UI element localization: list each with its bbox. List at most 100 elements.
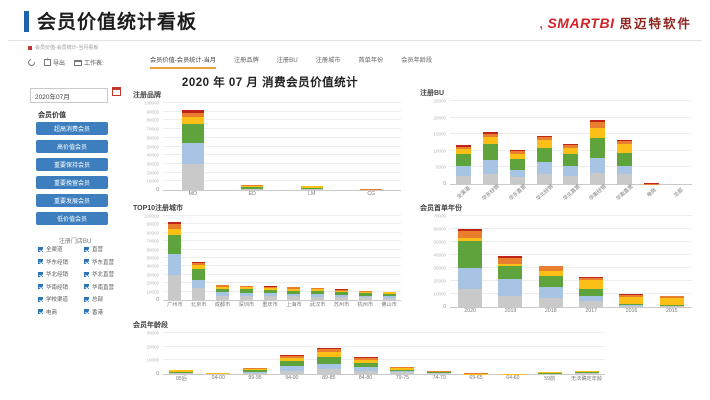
stacked-bar-05后[interactable] bbox=[169, 369, 194, 374]
gridline bbox=[450, 280, 692, 281]
stacked-bar-2020[interactable] bbox=[458, 228, 483, 307]
tab-0[interactable]: 会员价值-会员统计-当月 bbox=[150, 55, 216, 69]
tab-1[interactable]: 注册品牌 bbox=[234, 57, 259, 64]
stacked-bar-99-95[interactable] bbox=[243, 367, 268, 374]
tab-5[interactable]: 会员年龄段 bbox=[401, 57, 433, 64]
bar-segment bbox=[243, 372, 268, 374]
stacked-bar-杭州市[interactable] bbox=[358, 290, 372, 300]
stacked-bar-无法确定年龄[interactable] bbox=[574, 370, 599, 374]
bar-segment bbox=[316, 352, 341, 357]
gridline bbox=[163, 128, 401, 130]
stacked-bar-广州市[interactable] bbox=[168, 221, 182, 300]
bu-checkbox-1[interactable]: 直营 bbox=[84, 245, 130, 253]
member-value-button-5[interactable]: 低价值会员 bbox=[36, 212, 108, 225]
x-axis-label: 04-00 bbox=[211, 375, 225, 381]
checkbox-checked-icon bbox=[38, 271, 43, 277]
bar-segment bbox=[192, 262, 206, 266]
member-value-button-0[interactable]: 超高消费会员 bbox=[36, 122, 108, 135]
bar-segment bbox=[353, 357, 378, 360]
stacked-bar-北京市[interactable] bbox=[192, 261, 206, 300]
stacked-bar-上海市[interactable] bbox=[287, 286, 301, 300]
stacked-bar-CG[interactable] bbox=[360, 189, 383, 190]
bu-checkbox-11[interactable]: 香港 bbox=[84, 308, 130, 316]
y-axis-tick: 25000 bbox=[433, 98, 446, 104]
bar-segment bbox=[458, 238, 483, 241]
bu-checkbox-8[interactable]: 学校渠道 bbox=[38, 295, 84, 303]
bu-checkbox-6[interactable]: 华南经销 bbox=[38, 283, 84, 291]
bu-checkbox-0[interactable]: 全渠道 bbox=[38, 245, 84, 253]
stacked-bar-深圳市[interactable] bbox=[239, 285, 253, 300]
bar-segment bbox=[169, 371, 194, 373]
stacked-bar-79-75[interactable] bbox=[390, 367, 415, 374]
bar-segment bbox=[498, 263, 523, 267]
stacked-bar-2015[interactable] bbox=[659, 296, 684, 307]
checkbox-checked-icon bbox=[84, 246, 89, 252]
member-value-button-2[interactable]: 重要保持会员 bbox=[36, 158, 108, 171]
stacked-bar-成都市[interactable] bbox=[215, 284, 229, 300]
stacked-bar-全渠道[interactable] bbox=[455, 145, 471, 184]
stacked-bar-LM[interactable] bbox=[300, 185, 323, 190]
x-axis-label: 2020 bbox=[464, 308, 476, 314]
stacked-bar-ED[interactable] bbox=[241, 185, 264, 190]
calendar-icon[interactable] bbox=[112, 87, 121, 96]
tab-4[interactable]: 首单年份 bbox=[358, 57, 384, 64]
stacked-bar-佛山市[interactable] bbox=[382, 291, 396, 300]
stacked-bar-武汉市[interactable] bbox=[311, 287, 325, 300]
page-title: 会员价值统计看板 bbox=[37, 12, 198, 33]
bu-checkbox-4[interactable]: 华北经销 bbox=[38, 270, 84, 278]
export-button[interactable]: 导出 bbox=[44, 57, 65, 67]
bu-checkbox-7[interactable]: 华南直营 bbox=[84, 283, 130, 291]
y-axis-tick: 20000 bbox=[146, 280, 159, 286]
bu-checkbox-2[interactable]: 华东经销 bbox=[38, 258, 84, 266]
stacked-bar-华南直营[interactable] bbox=[617, 140, 633, 184]
stacked-bar-华北直营[interactable] bbox=[563, 144, 579, 184]
y-axis-tick: 90000 bbox=[146, 109, 159, 115]
stacked-bar-苏州市[interactable] bbox=[334, 289, 348, 300]
member-value-button-4[interactable]: 重要发展会员 bbox=[36, 194, 108, 207]
member-value-button-3[interactable]: 重要挽留会员 bbox=[36, 176, 108, 189]
bu-checkbox-10[interactable]: 电商 bbox=[38, 308, 84, 316]
bu-filter-label: 注册门店BU bbox=[58, 239, 92, 245]
stacked-bar-69-65[interactable] bbox=[464, 373, 489, 374]
tab-2[interactable]: 注册BU bbox=[276, 57, 298, 64]
stacked-bar-MO[interactable] bbox=[181, 110, 204, 190]
stacked-bar-84-80[interactable] bbox=[353, 357, 378, 374]
stacked-bar-2019[interactable] bbox=[498, 256, 523, 307]
stacked-bar-74-70[interactable] bbox=[427, 371, 452, 374]
stacked-bar-59前[interactable] bbox=[537, 371, 562, 374]
stacked-bar-2017[interactable] bbox=[579, 276, 604, 307]
refresh-button[interactable] bbox=[26, 57, 37, 67]
stacked-bar-94-90[interactable] bbox=[279, 355, 304, 374]
worksheet-button[interactable]: 工作表: bbox=[74, 58, 104, 67]
stacked-bar-华东直营[interactable] bbox=[509, 150, 525, 184]
x-axis-label: MO bbox=[188, 191, 197, 197]
stacked-bar-电商[interactable] bbox=[644, 183, 660, 184]
bu-checkbox-5[interactable]: 华北直营 bbox=[84, 270, 130, 278]
refresh-icon bbox=[26, 57, 37, 67]
member-value-button-1[interactable]: 高价值会员 bbox=[36, 140, 108, 153]
stacked-bar-华南经销[interactable] bbox=[590, 119, 606, 184]
bar-segment bbox=[619, 294, 644, 297]
gridline bbox=[450, 241, 692, 242]
bu-checkbox-9[interactable]: 总部 bbox=[84, 295, 130, 303]
sheet-tabs: 会员价值-会员统计-当月 注册品牌 注册BU 注册城市 首单年份 会员年龄段 bbox=[150, 55, 432, 69]
stacked-bar-华北经销[interactable] bbox=[536, 136, 552, 184]
bar-segment bbox=[390, 369, 415, 372]
y-axis-tick: 30000 bbox=[146, 330, 159, 336]
stacked-bar-89-85[interactable] bbox=[316, 348, 341, 374]
bu-checkbox-3[interactable]: 华东直营 bbox=[84, 258, 130, 266]
bar-segment bbox=[239, 289, 253, 293]
gridline bbox=[163, 345, 605, 347]
x-axis-label: ED bbox=[248, 191, 256, 197]
stacked-bar-华东经销[interactable] bbox=[482, 131, 498, 184]
toolbar: 导出 工作表: bbox=[26, 56, 104, 68]
stacked-bar-2016[interactable] bbox=[619, 294, 644, 307]
bar-segment bbox=[563, 165, 579, 176]
bar-segment bbox=[168, 235, 182, 255]
bar-segment bbox=[659, 305, 684, 306]
stacked-bar-2018[interactable] bbox=[538, 265, 563, 307]
stacked-bar-04-00[interactable] bbox=[206, 372, 231, 374]
stacked-bar-重庆市[interactable] bbox=[263, 286, 277, 300]
tab-3[interactable]: 注册城市 bbox=[315, 57, 341, 64]
month-filter-input[interactable]: 2020年07月 bbox=[30, 88, 108, 103]
